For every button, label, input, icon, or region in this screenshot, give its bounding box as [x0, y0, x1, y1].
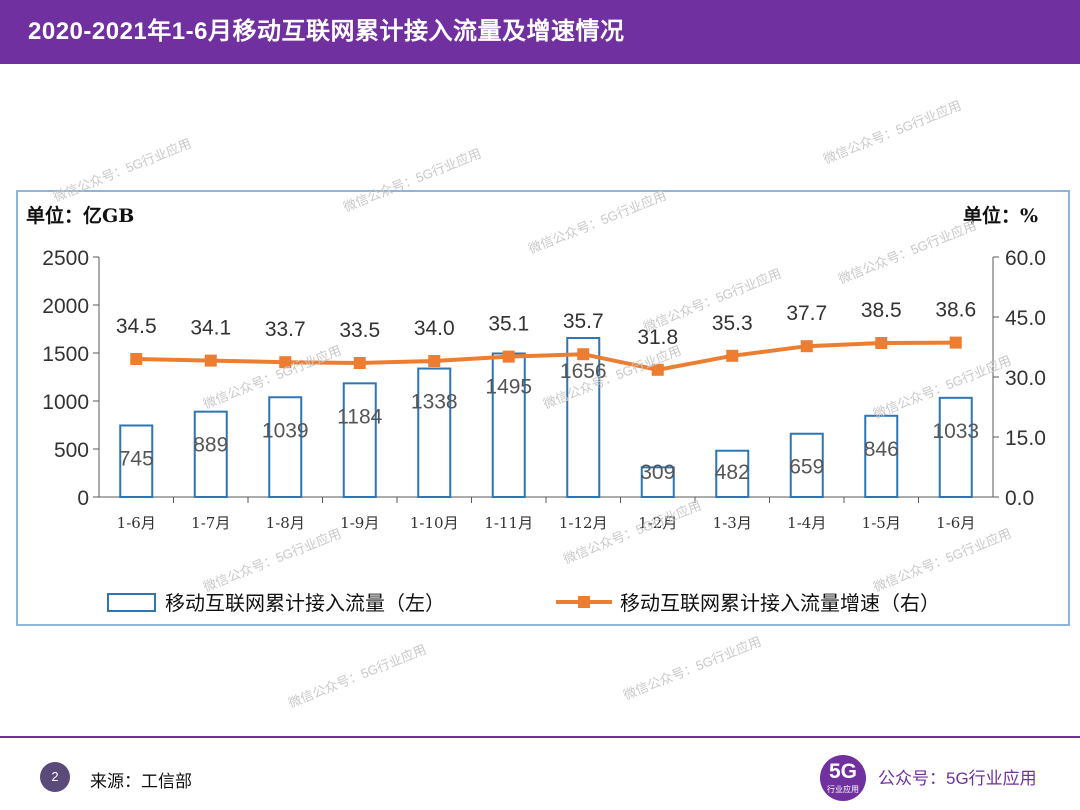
x-tick-label: 1-11月 — [484, 514, 533, 532]
right-tick-label: 30.0 — [1005, 367, 1046, 390]
growth-value-label: 34.5 — [116, 315, 157, 338]
left-tick-label: 0 — [77, 487, 89, 510]
source-note: 来源：工信部 — [90, 772, 192, 791]
bar-value-label: 659 — [789, 456, 824, 479]
growth-value-label: 31.8 — [637, 326, 678, 349]
growth-point — [204, 354, 217, 367]
x-tick-label: 1-2月 — [638, 514, 677, 532]
left-tick-label: 2500 — [42, 247, 89, 270]
combo-chart: 0 500 1000 1500 2000 2500 0.0 15.0 30.0 45.0 60.0 1… — [26, 204, 1046, 615]
watermark-text: 微信公众号：5G行业应用 — [621, 633, 764, 703]
growth-value-label: 35.1 — [488, 313, 529, 336]
account-name: 公众号：5G行业应用 — [878, 769, 1037, 788]
x-tick-label: 1-8月 — [266, 514, 305, 532]
footer-divider — [0, 736, 1080, 738]
bar-traffic — [417, 367, 452, 498]
bar-value-label: 1033 — [932, 420, 979, 443]
left-tick-label: 500 — [54, 439, 89, 462]
x-tick-label: 1-7月 — [191, 514, 230, 532]
right-tick-label: 45.0 — [1005, 307, 1046, 330]
growth-point — [577, 348, 590, 361]
bar-traffic — [119, 424, 154, 499]
growth-line — [136, 340, 956, 372]
bar-traffic — [193, 410, 228, 499]
legend-bar-label: 移动互联网累计接入流量（左） — [165, 591, 445, 615]
bar-value-label: 846 — [864, 438, 899, 461]
right-tick-label: 60.0 — [1005, 247, 1046, 270]
bar-value-label: 1495 — [485, 375, 532, 398]
left-tick-label: 1000 — [42, 391, 89, 414]
legend-bar-swatch — [107, 593, 156, 612]
left-tick-label: 1500 — [42, 343, 89, 366]
x-tick-label: 1-10月 — [410, 514, 459, 532]
bar-traffic — [566, 337, 601, 498]
legend-line-marker — [578, 596, 590, 608]
x-tick-label: 1-6月 — [936, 514, 975, 532]
left-tick-label: 2000 — [42, 295, 89, 318]
growth-value-label: 34.1 — [190, 317, 231, 340]
brand-logo: 5G 行业应用 — [820, 755, 866, 801]
bar-traffic — [938, 396, 973, 498]
right-unit-label: 单位：% — [963, 204, 1038, 227]
bar-traffic — [342, 382, 377, 498]
growth-value-label: 37.7 — [786, 302, 827, 325]
bar-value-label: 745 — [119, 447, 154, 470]
bar-value-label: 1184 — [337, 405, 382, 428]
bar-traffic — [268, 396, 303, 499]
growth-point — [502, 350, 515, 363]
bar-value-label: 1338 — [411, 391, 458, 414]
growth-point — [651, 363, 664, 376]
bar-value-label: 1656 — [560, 360, 607, 383]
logo-5g-text: 5G — [828, 760, 857, 783]
right-tick-label: 0.0 — [1005, 487, 1034, 510]
growth-point — [279, 356, 292, 369]
growth-point — [875, 337, 888, 349]
watermark-text: 微信公众号：5G行业应用 — [286, 641, 429, 711]
bar-traffic — [715, 449, 750, 498]
page-title: 2020-2021年1-6月移动互联网累计接入流量及增速情况 — [28, 18, 625, 45]
bar-value-label: 482 — [715, 461, 750, 484]
bar-traffic — [789, 432, 824, 498]
x-tick-label: 1-4月 — [787, 514, 826, 532]
growth-point — [130, 353, 143, 365]
x-tick-label: 1-9月 — [340, 514, 379, 532]
growth-value-label: 34.0 — [414, 317, 455, 340]
growth-point — [428, 355, 441, 367]
growth-value-label: 33.7 — [265, 318, 306, 341]
growth-point — [949, 336, 962, 349]
growth-value-label: 38.6 — [935, 299, 976, 322]
x-tick-label: 1-6月 — [117, 514, 156, 532]
growth-point — [353, 357, 366, 369]
chart-frame — [16, 190, 1070, 626]
x-tick-label: 1-12月 — [559, 514, 608, 532]
growth-point — [726, 349, 739, 362]
bar-value-label: 1039 — [262, 419, 309, 442]
bar-traffic — [864, 414, 899, 498]
growth-value-label: 35.3 — [712, 312, 753, 335]
bar-value-label: 889 — [193, 434, 228, 457]
growth-value-label: 33.5 — [339, 319, 380, 342]
header-bar: 2020-2021年1-6月移动互联网累计接入流量及增速情况 — [0, 0, 1080, 64]
bar-value-label: 309 — [640, 461, 675, 484]
bar-traffic — [640, 466, 675, 498]
left-unit-label: 单位：亿GB — [26, 204, 134, 227]
growth-point — [800, 340, 813, 353]
growth-value-label: 38.5 — [861, 299, 902, 322]
logo-sub-text: 行业应用 — [827, 785, 859, 794]
x-tick-label: 1-3月 — [713, 514, 752, 532]
right-tick-label: 15.0 — [1005, 427, 1046, 450]
growth-value-label: 35.7 — [563, 310, 604, 333]
legend-line-label: 移动互联网累计接入流量增速（右） — [620, 591, 940, 615]
page-number: 2 — [40, 762, 70, 792]
x-tick-label: 1-5月 — [862, 514, 901, 532]
